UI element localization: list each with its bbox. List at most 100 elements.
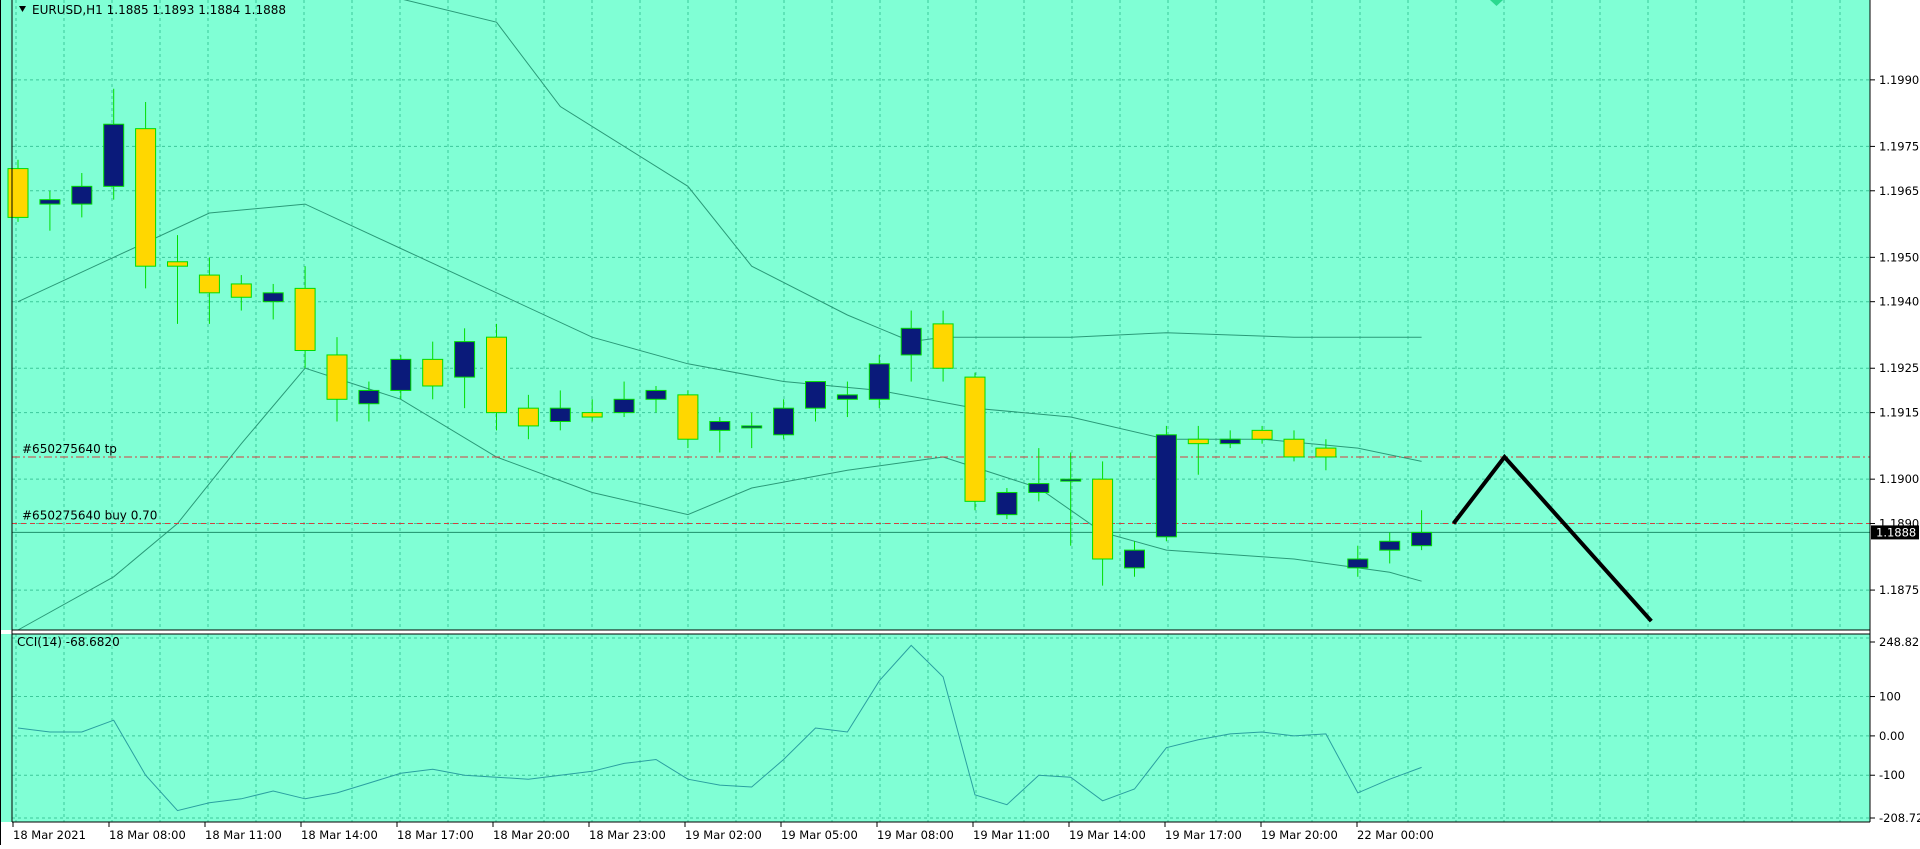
candle-body — [1347, 558, 1369, 569]
x-tick-label: 18 Mar 2021 — [13, 828, 86, 842]
candle[interactable] — [486, 323, 507, 431]
candle-body — [1283, 438, 1305, 458]
x-tick-label: 18 Mar 11:00 — [205, 828, 282, 842]
candle[interactable] — [1379, 532, 1401, 564]
x-tick-label: 19 Mar 08:00 — [877, 828, 954, 842]
candle[interactable] — [198, 257, 220, 324]
candle[interactable] — [805, 381, 826, 422]
candle[interactable] — [964, 372, 986, 511]
candle-body — [326, 354, 348, 400]
candle-body — [262, 292, 284, 303]
candle[interactable] — [358, 381, 380, 422]
candle[interactable] — [454, 328, 476, 409]
cci-line — [17, 644, 1422, 812]
candle[interactable] — [1028, 448, 1050, 502]
candle[interactable] — [1283, 430, 1305, 462]
candle[interactable] — [581, 399, 603, 422]
cci-tick-label: -208.725 — [1879, 811, 1920, 825]
candle[interactable] — [1155, 425, 1177, 542]
candle[interactable] — [1411, 510, 1433, 551]
candle[interactable] — [1124, 541, 1145, 577]
cci-header: CCI(14) -68.6820 — [17, 635, 120, 649]
projection-path[interactable] — [1451, 453, 1653, 623]
cci-tick-label: 248.828 — [1879, 635, 1920, 649]
candle[interactable] — [613, 381, 635, 418]
tp-order-label: #650275640 tp — [22, 442, 117, 456]
candle[interactable] — [294, 266, 316, 369]
band-upper-line — [403, 0, 1422, 343]
candle[interactable] — [262, 283, 284, 320]
candle[interactable] — [900, 310, 922, 382]
y-tick-label: 1.1965 — [1879, 184, 1919, 198]
candle[interactable] — [103, 88, 125, 200]
candle[interactable] — [7, 159, 29, 222]
candle-body — [1379, 540, 1401, 551]
current-price-label: 1.1888 — [1876, 525, 1916, 539]
candle-body — [996, 491, 1018, 516]
candle-body — [805, 381, 826, 409]
candle[interactable] — [1219, 430, 1241, 449]
candle[interactable] — [39, 190, 61, 231]
candle[interactable] — [1251, 425, 1273, 444]
candle-body — [135, 128, 157, 267]
x-tick-label: 18 Mar 14:00 — [301, 828, 378, 842]
y-tick-label: 1.1875 — [1879, 583, 1919, 597]
candle[interactable] — [422, 341, 444, 400]
current-price-badge — [1871, 525, 1919, 540]
candle[interactable] — [932, 310, 954, 382]
candle-body — [1092, 478, 1114, 560]
candle[interactable] — [1187, 425, 1209, 475]
candle[interactable] — [677, 390, 699, 449]
x-tick-label: 19 Mar 11:00 — [973, 828, 1050, 842]
candle[interactable] — [645, 385, 667, 413]
candle[interactable] — [836, 381, 858, 418]
x-tick-label: 22 Mar 00:00 — [1357, 828, 1434, 842]
candle[interactable] — [167, 235, 188, 324]
candle[interactable] — [1092, 461, 1114, 586]
candle[interactable] — [996, 488, 1018, 520]
y-tick-label: 1.1975 — [1879, 139, 1919, 153]
candle[interactable] — [1347, 545, 1369, 577]
candle-body — [1219, 438, 1241, 445]
candle-body — [230, 283, 252, 298]
cci-tick-label: -100 — [1879, 768, 1905, 782]
candles — [7, 88, 1433, 586]
candle[interactable] — [1315, 439, 1337, 471]
pane-separator[interactable] — [11, 629, 1871, 635]
band-middle-line — [17, 203, 1422, 462]
candle[interactable] — [230, 275, 252, 311]
candle[interactable] — [71, 173, 93, 218]
candle[interactable] — [135, 102, 157, 289]
candle[interactable] — [326, 337, 348, 422]
candle[interactable] — [709, 417, 731, 453]
candle[interactable] — [390, 354, 412, 400]
candle-body — [294, 287, 316, 351]
candle-body — [517, 407, 539, 427]
candle[interactable] — [868, 354, 890, 409]
main-plot-area[interactable] — [0, 0, 1870, 630]
candle-body — [964, 376, 986, 502]
object-marker-icon — [1490, 0, 1503, 6]
bollinger-bands — [17, 0, 1422, 631]
y-tick-label: 1.1990 — [1879, 73, 1919, 87]
dropdown-triangle-icon[interactable] — [19, 6, 26, 12]
candle-body — [1315, 447, 1337, 458]
candle-body — [549, 407, 571, 422]
candle[interactable] — [517, 394, 539, 440]
candle[interactable] — [549, 390, 571, 431]
y-tick-label: 1.1900 — [1879, 472, 1919, 486]
candle[interactable] — [773, 399, 795, 440]
cci-plot-area[interactable] — [0, 634, 1870, 822]
cci-tick-label: 0.00 — [1879, 729, 1905, 743]
x-tick-label: 19 Mar 02:00 — [685, 828, 762, 842]
x-tick-label: 19 Mar 17:00 — [1165, 828, 1242, 842]
candle[interactable] — [1060, 452, 1082, 546]
candle[interactable] — [741, 412, 763, 449]
candle-body — [773, 407, 795, 436]
y-tick-label: 1.1915 — [1879, 406, 1919, 420]
projection-line — [1451, 453, 1653, 623]
y-tick-label: 1.1925 — [1879, 361, 1919, 375]
x-tick-label: 19 Mar 05:00 — [781, 828, 858, 842]
candle-body — [1028, 483, 1050, 493]
